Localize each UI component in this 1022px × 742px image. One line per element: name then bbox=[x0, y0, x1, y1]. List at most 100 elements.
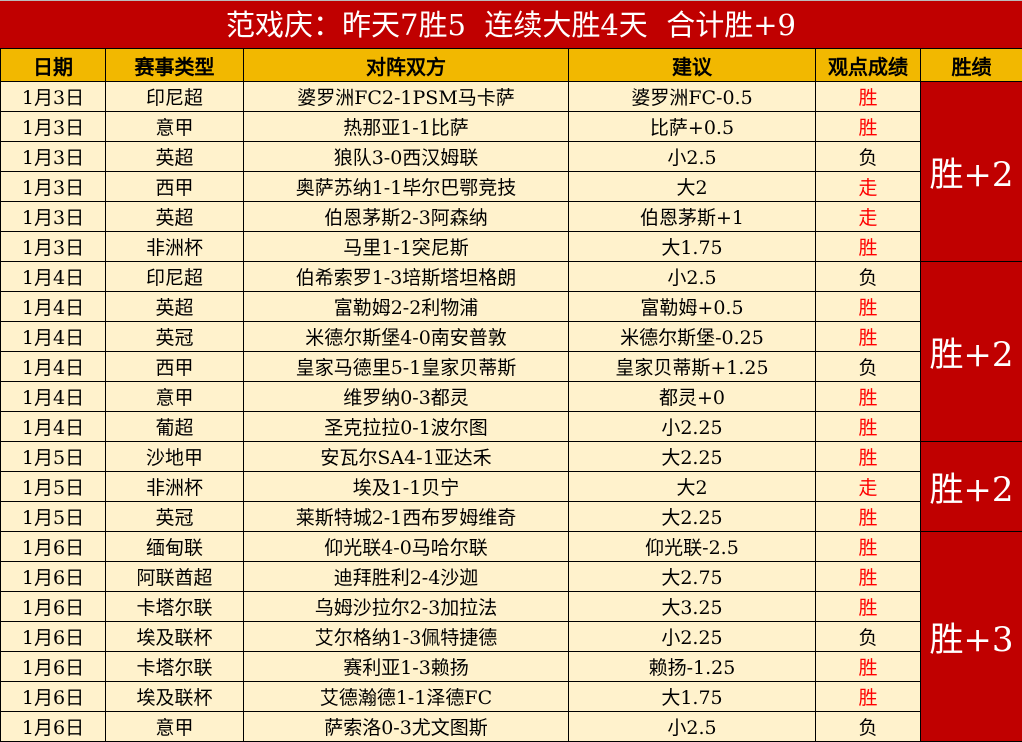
date-cell: 1月3日 bbox=[0, 201, 106, 232]
result-cell: 胜 bbox=[815, 531, 921, 562]
match-cell: 乌姆沙拉尔2-3加拉法 bbox=[243, 591, 569, 622]
match-cell: 狼队3-0西汉姆联 bbox=[243, 141, 569, 172]
table-row: 1月4日 意甲 维罗纳0-3都灵 都灵+0 胜 bbox=[0, 381, 1022, 412]
match-cell: 迪拜胜利2-4沙迦 bbox=[243, 561, 569, 592]
daily-total-cell: 胜+2 bbox=[920, 261, 1022, 442]
league-cell: 印尼超 bbox=[105, 81, 244, 112]
header-tip: 建议 bbox=[568, 48, 816, 82]
match-cell: 圣克拉拉0-1波尔图 bbox=[243, 411, 569, 442]
tip-cell: 小2.5 bbox=[568, 141, 816, 172]
tip-cell: 比萨+0.5 bbox=[568, 111, 816, 142]
table-row: 1月6日 意甲 萨索洛0-3尤文图斯 小2.5 负 bbox=[0, 711, 1022, 742]
table-row: 1月4日 印尼超 伯希索罗1-3培斯塔坦格朗 小2.5 负胜+2 bbox=[0, 261, 1022, 442]
result-cell: 胜 bbox=[815, 591, 921, 622]
date-cell: 1月4日 bbox=[0, 321, 106, 352]
league-cell: 卡塔尔联 bbox=[105, 591, 244, 622]
match-cell: 婆罗洲FC2-1PSM马卡萨 bbox=[243, 81, 569, 112]
table-row: 1月5日 非洲杯 埃及1-1贝宁 大2 走 bbox=[0, 471, 1022, 502]
league-cell: 意甲 bbox=[105, 111, 244, 142]
league-cell: 阿联酋超 bbox=[105, 561, 244, 592]
date-cell: 1月4日 bbox=[0, 381, 106, 412]
date-cell: 1月4日 bbox=[0, 351, 106, 382]
date-cell: 1月5日 bbox=[0, 501, 106, 532]
daily-total-cell: 胜+2 bbox=[920, 81, 1022, 262]
table-row: 1月5日 沙地甲 安瓦尔SA4-1亚达禾 大2.25 胜胜+2 bbox=[0, 441, 1022, 532]
league-cell: 英冠 bbox=[105, 321, 244, 352]
tip-cell: 小2.5 bbox=[568, 261, 816, 292]
date-cell: 1月6日 bbox=[0, 531, 106, 562]
date-cell: 1月4日 bbox=[0, 411, 106, 442]
match-cell: 伯希索罗1-3培斯塔坦格朗 bbox=[243, 261, 569, 292]
result-cell: 走 bbox=[815, 171, 921, 202]
result-cell: 负 bbox=[815, 351, 921, 382]
header-result: 观点成绩 bbox=[815, 48, 921, 82]
tip-cell: 大1.75 bbox=[568, 231, 816, 262]
league-cell: 非洲杯 bbox=[105, 471, 244, 502]
header-row: 日期 赛事类型 对阵双方 建议 观点成绩 胜绩 bbox=[0, 48, 1022, 82]
match-cell: 仰光联4-0马哈尔联 bbox=[243, 531, 569, 562]
match-cell: 艾德瀚德1-1泽德FC bbox=[243, 681, 569, 712]
date-cell: 1月6日 bbox=[0, 651, 106, 682]
result-cell: 负 bbox=[815, 621, 921, 652]
result-cell: 负 bbox=[815, 261, 921, 292]
table-row: 1月5日 英冠 莱斯特城2-1西布罗姆维奇 大2.25 胜 bbox=[0, 501, 1022, 532]
league-cell: 印尼超 bbox=[105, 261, 244, 292]
tip-cell: 皇家贝蒂斯+1.25 bbox=[568, 351, 816, 382]
table-row: 1月3日 非洲杯 马里1-1突尼斯 大1.75 胜 bbox=[0, 231, 1022, 262]
league-cell: 西甲 bbox=[105, 171, 244, 202]
table-row: 1月6日 卡塔尔联 赛利亚1-3赖扬 赖扬-1.25 胜 bbox=[0, 651, 1022, 682]
date-cell: 1月6日 bbox=[0, 621, 106, 652]
tip-cell: 大2 bbox=[568, 171, 816, 202]
header-total: 胜绩 bbox=[920, 48, 1022, 82]
tip-cell: 大1.75 bbox=[568, 681, 816, 712]
match-cell: 富勒姆2-2利物浦 bbox=[243, 291, 569, 322]
result-cell: 负 bbox=[815, 711, 921, 742]
table-row: 1月3日 意甲 热那亚1-1比萨 比萨+0.5 胜 bbox=[0, 111, 1022, 142]
result-cell: 胜 bbox=[815, 291, 921, 322]
match-cell: 伯恩茅斯2-3阿森纳 bbox=[243, 201, 569, 232]
league-cell: 非洲杯 bbox=[105, 231, 244, 262]
date-cell: 1月5日 bbox=[0, 441, 106, 472]
tip-cell: 赖扬-1.25 bbox=[568, 651, 816, 682]
result-cell: 走 bbox=[815, 201, 921, 232]
match-cell: 萨索洛0-3尤文图斯 bbox=[243, 711, 569, 742]
league-cell: 埃及联杯 bbox=[105, 681, 244, 712]
table-row: 1月4日 英冠 米德尔斯堡4-0南安普敦 米德尔斯堡-0.25 胜 bbox=[0, 321, 1022, 352]
match-cell: 马里1-1突尼斯 bbox=[243, 231, 569, 262]
daily-total-cell: 胜+2 bbox=[920, 441, 1022, 532]
tip-cell: 大2.25 bbox=[568, 501, 816, 532]
table-row: 1月4日 西甲 皇家马德里5-1皇家贝蒂斯 皇家贝蒂斯+1.25 负 bbox=[0, 351, 1022, 382]
results-table: 日期 赛事类型 对阵双方 建议 观点成绩 胜绩 1月3日 印尼超 婆罗洲FC2-1P… bbox=[0, 48, 1022, 742]
league-cell: 意甲 bbox=[105, 711, 244, 742]
date-cell: 1月3日 bbox=[0, 171, 106, 202]
date-cell: 1月4日 bbox=[0, 261, 106, 292]
header-date: 日期 bbox=[0, 48, 106, 82]
tip-cell: 大3.25 bbox=[568, 591, 816, 622]
match-cell: 热那亚1-1比萨 bbox=[243, 111, 569, 142]
league-cell: 意甲 bbox=[105, 381, 244, 412]
tip-cell: 富勒姆+0.5 bbox=[568, 291, 816, 322]
table-row: 1月6日 埃及联杯 艾德瀚德1-1泽德FC 大1.75 胜 bbox=[0, 681, 1022, 712]
date-cell: 1月4日 bbox=[0, 291, 106, 322]
header-league: 赛事类型 bbox=[105, 48, 244, 82]
match-cell: 皇家马德里5-1皇家贝蒂斯 bbox=[243, 351, 569, 382]
result-cell: 胜 bbox=[815, 501, 921, 532]
match-cell: 奥萨苏纳1-1毕尔巴鄂竞技 bbox=[243, 171, 569, 202]
tip-cell: 大2.25 bbox=[568, 441, 816, 472]
date-cell: 1月3日 bbox=[0, 231, 106, 262]
league-cell: 英超 bbox=[105, 291, 244, 322]
date-cell: 1月6日 bbox=[0, 681, 106, 712]
result-cell: 胜 bbox=[815, 231, 921, 262]
date-cell: 1月6日 bbox=[0, 561, 106, 592]
match-cell: 埃及1-1贝宁 bbox=[243, 471, 569, 502]
table-row: 1月3日 西甲 奥萨苏纳1-1毕尔巴鄂竞技 大2 走 bbox=[0, 171, 1022, 202]
tip-cell: 婆罗洲FC-0.5 bbox=[568, 81, 816, 112]
result-cell: 胜 bbox=[815, 681, 921, 712]
match-cell: 安瓦尔SA4-1亚达禾 bbox=[243, 441, 569, 472]
league-cell: 英超 bbox=[105, 201, 244, 232]
league-cell: 埃及联杯 bbox=[105, 621, 244, 652]
match-cell: 维罗纳0-3都灵 bbox=[243, 381, 569, 412]
date-cell: 1月3日 bbox=[0, 111, 106, 142]
result-cell: 胜 bbox=[815, 411, 921, 442]
tip-cell: 米德尔斯堡-0.25 bbox=[568, 321, 816, 352]
